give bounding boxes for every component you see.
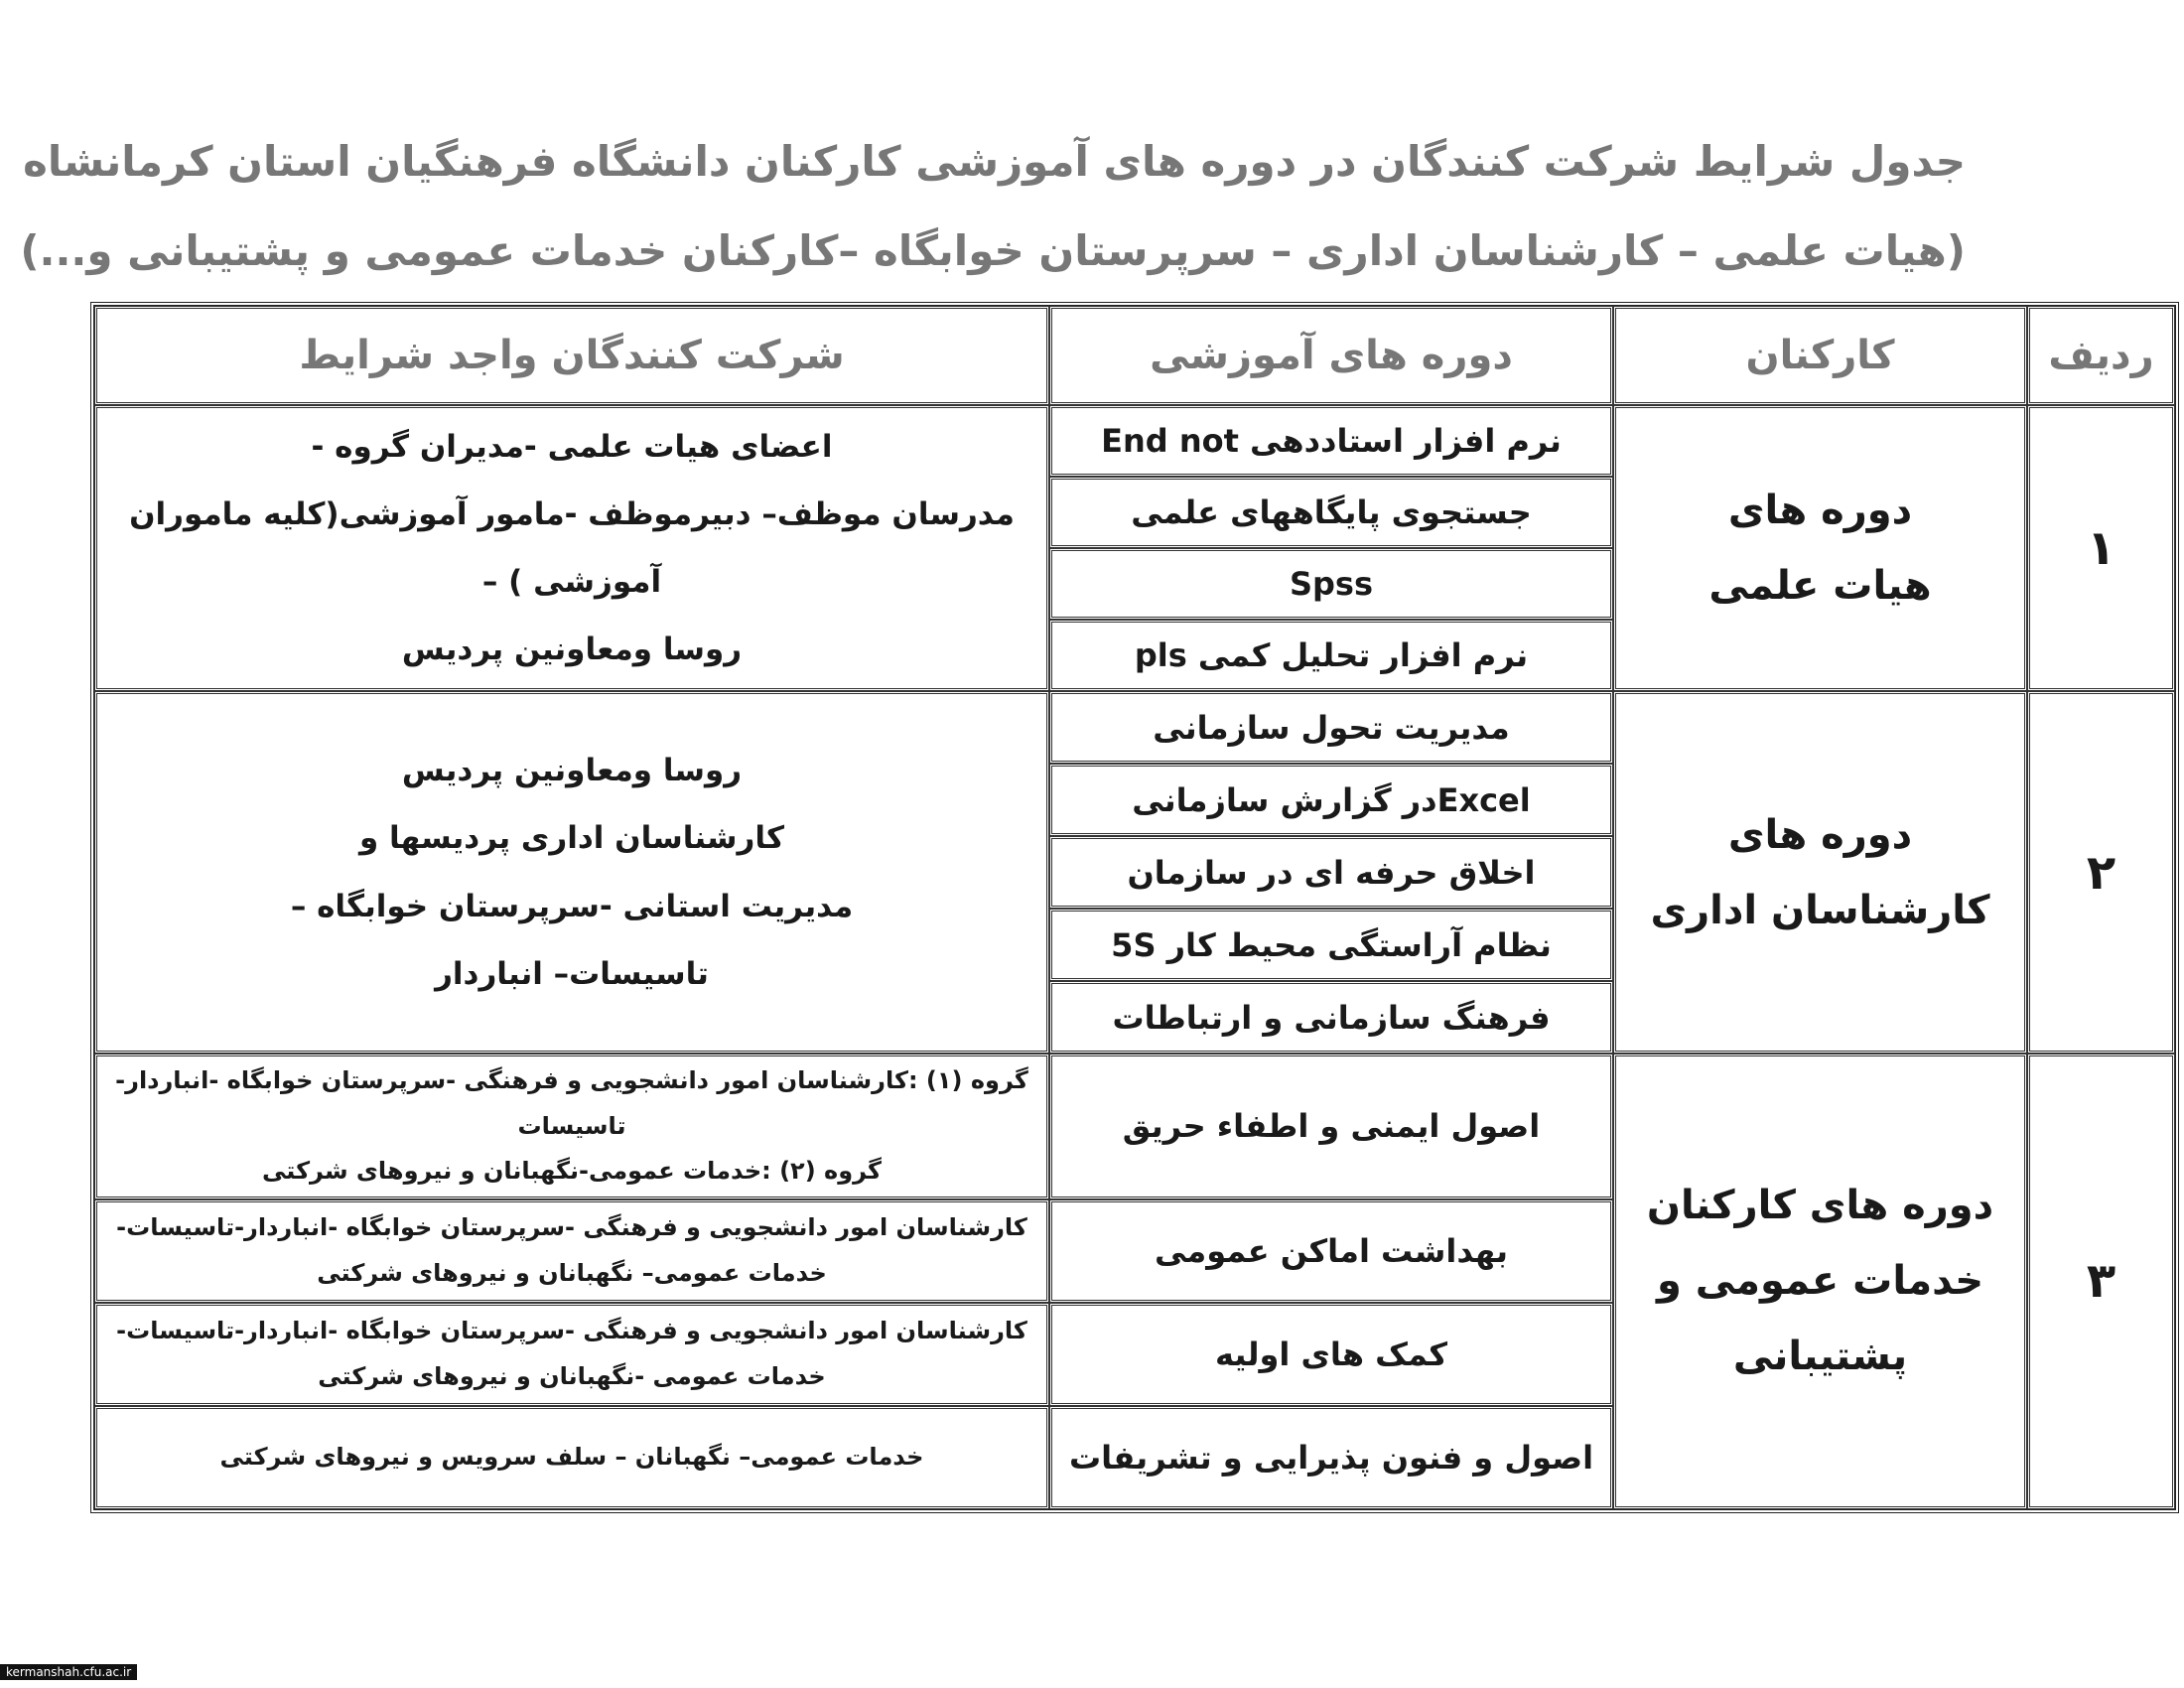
footer-site: kermanshah.cfu.ac.ir xyxy=(0,1664,138,1680)
text-line: مدرسان موظف– دبیرموظف -مامور آموزشی(کلیه… xyxy=(129,495,1015,600)
table-row: جستجوی پایگاههای علمی xyxy=(94,477,2175,548)
text-line: روسا ومعاونین پردیس xyxy=(401,753,743,789)
text-line: خدمات عمومی -نگهبانان و نیروهای شرکتی xyxy=(318,1361,826,1390)
participants-cell: گروه (۱) :کارشناسان امور دانشجویی و فرهن… xyxy=(94,1054,1049,1199)
row-number: ۲ xyxy=(2027,691,2175,1054)
text-line: کارشناسان اداری xyxy=(1650,887,1990,933)
table-row: ۳ دوره های کارکنان خدمات عمومی و پشتیبانی اص… xyxy=(94,1054,2175,1509)
course-cell: Excelدر گزارش سازمانی xyxy=(1049,764,1613,836)
table-row: نرم افزار تحلیل کمی pls xyxy=(94,620,2175,691)
table-body: ۱ دوره های هیات علمی نرم افزار استاددهی End… xyxy=(94,405,2175,1509)
course-cell: اخلاق حرفه ای در سازمان xyxy=(1049,836,1613,909)
text-line: مدیریت استانی -سرپرستان خوابگاه – xyxy=(290,888,854,924)
table-row: Spss xyxy=(94,548,2175,620)
title: جدول شرایط شرکت کنندگان در دوره های آموز… xyxy=(23,137,1966,186)
table-row: بهداشت اماکن عمومی کارشناسان امور دانشجوی… xyxy=(94,1198,2175,1303)
subtitle: (هیات علمی – کارشناسان اداری – سرپرستان … xyxy=(20,226,1966,275)
course-cell: Spss xyxy=(1049,548,1613,620)
course-cell: فرهنگ سازمانی و ارتباطات xyxy=(1049,981,1613,1054)
text-line: کارشناسان امور دانشجویی و فرهنگی -سرپرست… xyxy=(116,1317,1027,1345)
header-row: ردیف کارکنان دوره های آموزشی شرکت کنندگان و… xyxy=(94,306,2175,405)
participants-cell: روسا ومعاونین پردیس کارشناسان اداری پردیس… xyxy=(94,691,1049,1054)
staff-cell: دوره های هیات علمی xyxy=(1613,405,2027,691)
table-row: ۲ دوره های کارشناسان اداری مدیریت تحول سازم… xyxy=(94,691,2175,1054)
table-row: فرهنگ سازمانی و ارتباطات xyxy=(94,981,2175,1054)
text-line: دوره های کارکنان xyxy=(1646,1183,1994,1229)
course-cell: بهداشت اماکن عمومی xyxy=(1049,1198,1613,1303)
participants-cell: خدمات عمومی– نگهبانان – سلف سرویس و نیرو… xyxy=(94,1405,1049,1509)
staff-cell: دوره های کارکنان خدمات عمومی و پشتیبانی xyxy=(1613,1054,2027,1509)
text-line: کارشناسان امور دانشجویی و فرهنگی -سرپرست… xyxy=(116,1213,1027,1242)
text-line: تاسیسات– انباردار xyxy=(435,955,709,992)
course-cell: نظام آراستگی محیط کار 5S xyxy=(1049,909,1613,981)
text-line: گروه (۱) :کارشناسان امور دانشجویی و فرهن… xyxy=(115,1066,1028,1140)
course-cell: اصول و فنون پذیرایی و تشریفات xyxy=(1049,1405,1613,1509)
course-cell: کمک های اولیه xyxy=(1049,1302,1613,1406)
course-cell: اصول ایمنی و اطفاء حریق xyxy=(1049,1054,1613,1199)
text-line: پشتیبانی xyxy=(1732,1334,1908,1380)
column-header: شرکت کنندگان واجد شرایط xyxy=(94,306,1049,405)
staff-cell: دوره های کارشناسان اداری xyxy=(1613,691,2027,1054)
column-header: دوره های آموزشی xyxy=(1049,306,1613,405)
text-line: اعضای هیات علمی -مدیران گروه - xyxy=(311,428,833,465)
table-row: نظام آراستگی محیط کار 5S xyxy=(94,909,2175,981)
table-row: کمک های اولیه کارشناسان امور دانشجویی و ف… xyxy=(94,1302,2175,1406)
text-line: خدمات عمومی– نگهبانان – سلف سرویس و نیرو… xyxy=(219,1442,924,1471)
table-row: اخلاق حرفه ای در سازمان xyxy=(94,836,2175,909)
text-line: دوره های xyxy=(1727,488,1913,533)
table: ردیف کارکنان دوره های آموزشی شرکت کنندگان و… xyxy=(90,302,2179,1513)
column-header: کارکنان xyxy=(1613,306,2027,405)
course-cell: مدیریت تحول سازمانی xyxy=(1049,691,1613,764)
text-line: خدمات عمومی و xyxy=(1656,1258,1984,1305)
course-cell: نرم افزار استاددهی End not xyxy=(1049,405,1613,477)
participants-cell: کارشناسان امور دانشجویی و فرهنگی -سرپرست… xyxy=(94,1302,1049,1406)
participants-cell: کارشناسان امور دانشجویی و فرهنگی -سرپرست… xyxy=(94,1198,1049,1303)
table-row: ۱ دوره های هیات علمی نرم افزار استاددهی End… xyxy=(94,405,2175,691)
text-line: روسا ومعاونین پردیس xyxy=(401,632,743,668)
course-cell: جستجوی پایگاههای علمی xyxy=(1049,477,1613,548)
column-header: ردیف xyxy=(2027,306,2175,405)
participants-cell: اعضای هیات علمی -مدیران گروه - مدرسان موظ… xyxy=(94,405,1049,691)
text-line: هیات علمی xyxy=(1708,563,1932,609)
table-row: Excelدر گزارش سازمانی xyxy=(94,764,2175,836)
course-cell: نرم افزار تحلیل کمی pls xyxy=(1049,620,1613,691)
table-row: اصول و فنون پذیرایی و تشریفات خدمات عمومی… xyxy=(94,1405,2175,1509)
text-line: خدمات عمومی– نگهبانان و نیروهای شرکتی xyxy=(317,1258,827,1287)
row-number: ۱ xyxy=(2027,405,2175,691)
text-line: کارشناسان اداری پردیسها و xyxy=(358,820,785,857)
row-number: ۳ xyxy=(2027,1054,2175,1509)
text-line: گروه (۲) :خدمات عمومی-نگهبانان و نیروهای… xyxy=(262,1157,882,1186)
text-line: دوره های xyxy=(1727,811,1913,858)
